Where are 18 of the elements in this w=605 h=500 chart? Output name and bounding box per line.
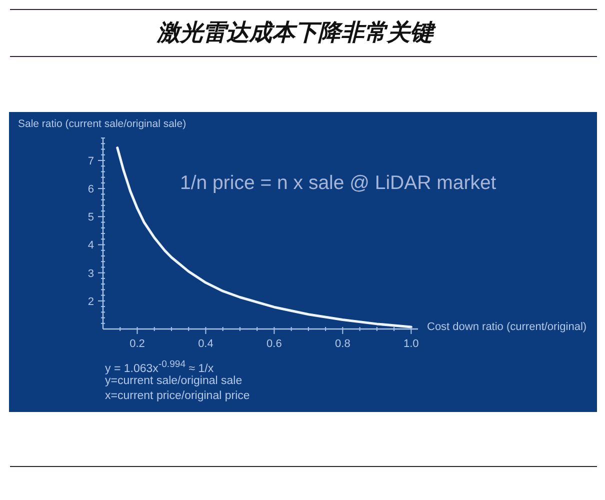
y-tick-label: 4 xyxy=(88,240,94,252)
x-tick-label: 1.0 xyxy=(404,338,419,350)
x-tick-label: 0.6 xyxy=(266,338,282,350)
x-tick-label: 0.8 xyxy=(335,338,350,350)
text: x=current price/original price xyxy=(105,389,250,403)
y-tick-label: 2 xyxy=(88,296,94,308)
y-tick-label: 3 xyxy=(88,268,94,280)
x-axis-title: Cost down ratio (current/original) xyxy=(427,321,587,333)
x-tick-label: 0.4 xyxy=(198,338,214,350)
annotation: 1/n price = n x sale @ LiDAR market xyxy=(180,172,496,195)
x-tick-label: 0.2 xyxy=(130,338,145,350)
y-tick-label: 5 xyxy=(88,212,94,224)
text: y=current sale/original sale xyxy=(105,374,242,388)
chart-title: 激光雷达成本下降非常关键 xyxy=(156,18,437,48)
text: y = 1.063x$^{-0.994}$ ≈ 1/x xyxy=(105,358,214,376)
y-axis-title: Sale ratio (current sale/original sale) xyxy=(18,118,186,130)
y-tick-label: 6 xyxy=(88,184,94,196)
y-tick-label: 7 xyxy=(88,155,94,168)
